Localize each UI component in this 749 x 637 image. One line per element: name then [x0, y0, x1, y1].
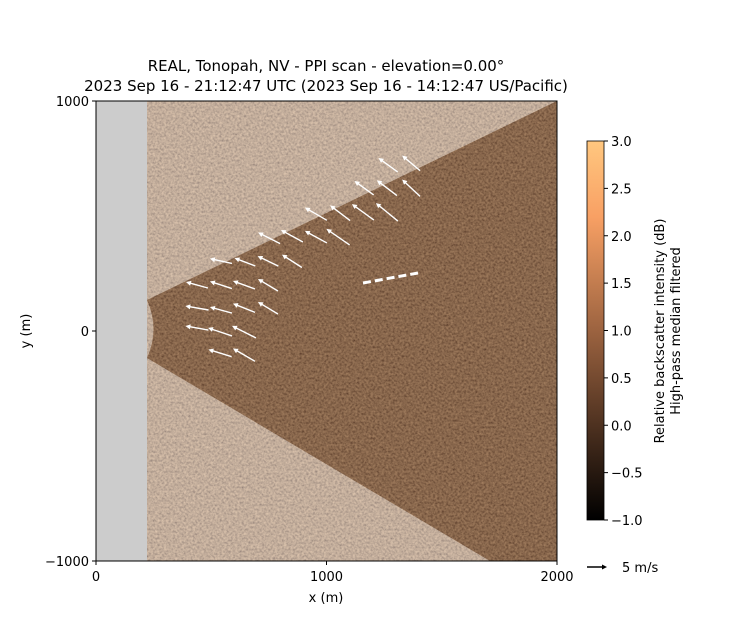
wind-vector [258, 232, 281, 245]
wind-vector [378, 157, 399, 173]
scan-sector [147, 101, 557, 561]
wind-vector [208, 348, 232, 358]
wind-vector [185, 280, 209, 289]
colorbar-label: Relative backscatter intensity (dB) [653, 219, 668, 444]
wind-vector [351, 204, 375, 221]
x-tick-label: 2000 [540, 570, 573, 585]
wind-vector [231, 325, 257, 339]
wind-vector [209, 257, 233, 265]
colorbar-tick-label: 3.0 [611, 135, 632, 150]
wind-vector [326, 228, 351, 246]
wind-vector [209, 280, 233, 290]
colorbar-tick-label: 2.0 [611, 230, 632, 245]
wind-vector [185, 324, 209, 331]
wind-vector [209, 305, 233, 314]
wind-vector [330, 205, 351, 222]
colorbar-sublabel: High-pass median filtered [669, 247, 684, 415]
dashed-line [362, 271, 419, 285]
wind-vector [304, 207, 328, 221]
x-axis-label: x (m) [309, 591, 344, 606]
vectors [185, 155, 421, 362]
wind-vector [232, 348, 256, 362]
wind-vector [257, 302, 279, 315]
colorbar-tick-label: 0.5 [611, 372, 632, 387]
wind-vector [280, 230, 304, 243]
colorbar [586, 140, 605, 521]
colorbar-tick-label: −0.5 [611, 467, 643, 482]
colorbar-tick-label: 0.0 [611, 419, 632, 434]
y-tick-label: 0 [81, 325, 89, 340]
wind-vector [185, 304, 209, 311]
wind-vector [402, 155, 421, 172]
colorbar-tick-label: 1.5 [611, 277, 632, 292]
y-tick-label: 1000 [56, 95, 89, 110]
y-axis-label: y (m) [19, 314, 34, 349]
wind-vector [281, 254, 303, 269]
wind-vector [376, 180, 398, 197]
wind-vector [232, 280, 256, 290]
x-tick-label: 0 [92, 570, 100, 585]
y-tick-label: −1000 [45, 555, 89, 570]
wind-vector [354, 180, 375, 196]
wind-vector [232, 303, 256, 314]
wind-vector [234, 257, 256, 267]
chart-subtitle: 2023 Sep 16 - 21:12:47 UTC (2023 Sep 16 … [84, 77, 568, 95]
wind-vector [587, 564, 607, 570]
wind-vector [402, 179, 421, 197]
wind-vector [257, 255, 279, 267]
wind-vector [375, 203, 399, 222]
chart-title: REAL, Tonopah, NV - PPI scan - elevation… [148, 57, 505, 75]
colorbar-tick-label: 2.5 [611, 182, 632, 197]
colorbar-tick-label: 1.0 [611, 325, 632, 340]
wind-vector [304, 230, 328, 244]
wind-vector [257, 279, 279, 292]
wind-vector [208, 327, 233, 337]
quiver-key-label: 5 m/s [622, 561, 658, 576]
x-tick-label: 1000 [310, 570, 343, 585]
colorbar-tick-label: −1.0 [611, 514, 643, 529]
